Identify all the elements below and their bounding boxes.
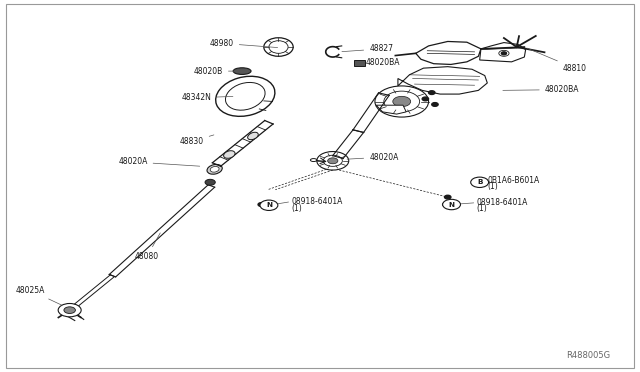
Circle shape bbox=[384, 91, 420, 112]
Text: B: B bbox=[477, 179, 483, 185]
Text: 48827: 48827 bbox=[342, 44, 393, 53]
Text: 48020A: 48020A bbox=[118, 157, 200, 166]
Text: 48020A: 48020A bbox=[347, 153, 399, 161]
Text: 48020BA: 48020BA bbox=[503, 85, 579, 94]
Circle shape bbox=[205, 179, 215, 185]
Text: 48830: 48830 bbox=[180, 135, 214, 146]
Polygon shape bbox=[479, 42, 525, 62]
Text: 48025A: 48025A bbox=[16, 286, 62, 305]
Ellipse shape bbox=[207, 164, 222, 174]
Circle shape bbox=[449, 203, 454, 206]
Text: 48020BA: 48020BA bbox=[361, 58, 401, 67]
Ellipse shape bbox=[233, 68, 251, 74]
Circle shape bbox=[258, 203, 264, 206]
Text: (1): (1) bbox=[476, 205, 487, 214]
Circle shape bbox=[393, 96, 411, 107]
Circle shape bbox=[422, 97, 429, 101]
Text: R488005G: R488005G bbox=[566, 351, 611, 360]
Circle shape bbox=[499, 50, 509, 56]
Circle shape bbox=[432, 103, 438, 106]
Text: N: N bbox=[266, 202, 272, 208]
Ellipse shape bbox=[269, 41, 288, 53]
Text: 48810: 48810 bbox=[527, 48, 587, 73]
Ellipse shape bbox=[216, 76, 275, 116]
Circle shape bbox=[328, 158, 338, 164]
Circle shape bbox=[323, 155, 342, 166]
Text: (1): (1) bbox=[291, 204, 302, 213]
Circle shape bbox=[260, 200, 278, 211]
Circle shape bbox=[470, 177, 488, 187]
Circle shape bbox=[445, 195, 451, 199]
Text: N: N bbox=[449, 202, 454, 208]
Text: 48980: 48980 bbox=[210, 39, 278, 48]
Bar bbox=[355, 60, 365, 66]
Ellipse shape bbox=[248, 132, 259, 140]
Polygon shape bbox=[416, 41, 481, 64]
Circle shape bbox=[64, 307, 76, 314]
Circle shape bbox=[317, 151, 349, 170]
Circle shape bbox=[443, 199, 461, 210]
Text: (1): (1) bbox=[487, 182, 498, 191]
Circle shape bbox=[375, 86, 429, 117]
Text: 08918-6401A: 08918-6401A bbox=[291, 197, 342, 206]
Text: 48020B: 48020B bbox=[194, 67, 239, 76]
Ellipse shape bbox=[310, 158, 317, 161]
Circle shape bbox=[501, 52, 506, 55]
Text: 0B1A6-B601A: 0B1A6-B601A bbox=[487, 176, 540, 185]
Polygon shape bbox=[376, 105, 406, 114]
Circle shape bbox=[429, 91, 435, 94]
Circle shape bbox=[58, 304, 81, 317]
Ellipse shape bbox=[264, 38, 293, 56]
Circle shape bbox=[443, 203, 449, 206]
Polygon shape bbox=[398, 67, 487, 94]
Ellipse shape bbox=[223, 151, 235, 158]
Text: 48342N: 48342N bbox=[182, 93, 233, 102]
Text: 08918-6401A: 08918-6401A bbox=[476, 198, 528, 207]
Text: 48080: 48080 bbox=[135, 233, 160, 261]
Ellipse shape bbox=[210, 167, 219, 172]
Ellipse shape bbox=[225, 83, 265, 110]
Circle shape bbox=[266, 204, 271, 207]
